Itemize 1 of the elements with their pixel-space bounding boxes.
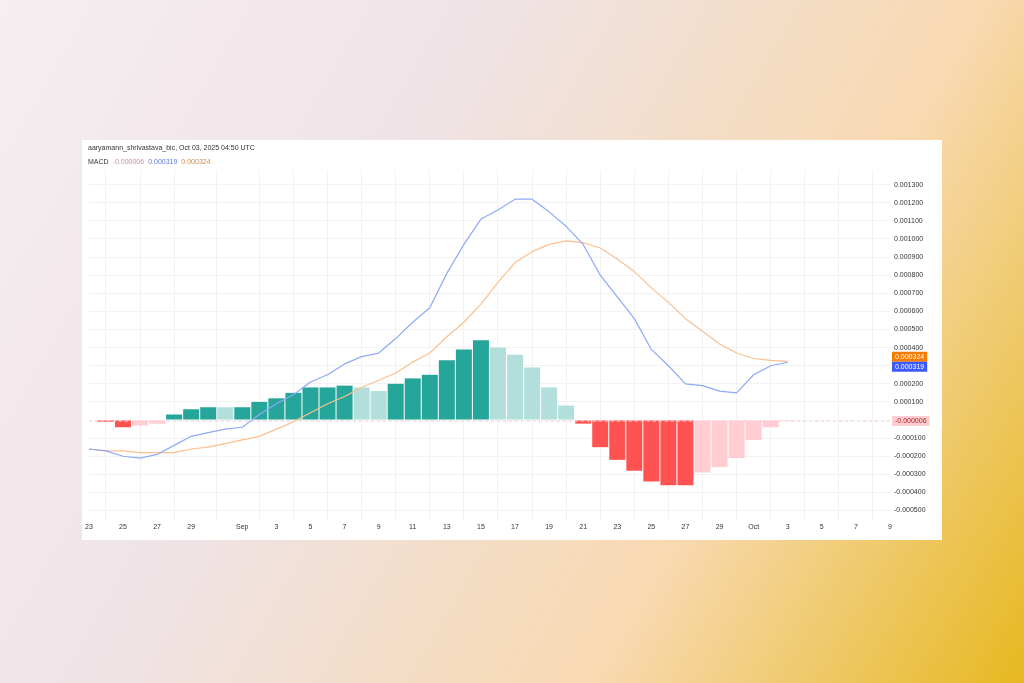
bar (217, 407, 234, 420)
